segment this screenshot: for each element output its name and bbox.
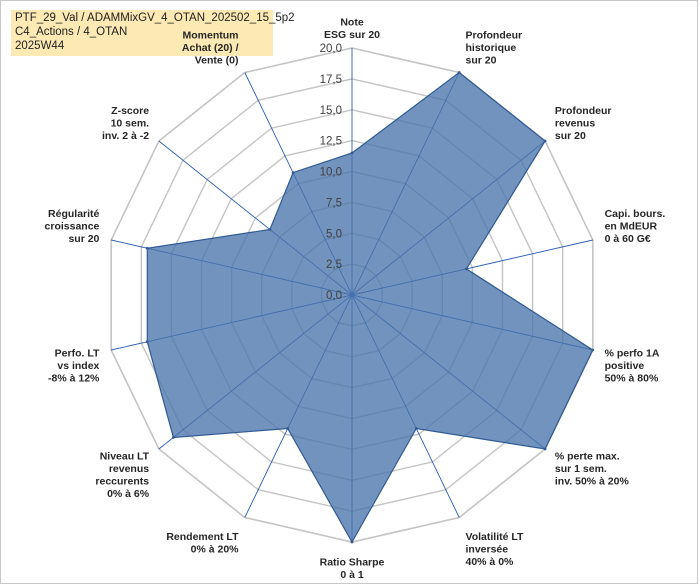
axis-label-line: Profondeur (466, 30, 523, 42)
axis-label-10: Perfo. LT vs index -8% à 12% (48, 348, 100, 385)
axis-label-line: revenus (109, 463, 149, 475)
data-point-3 (465, 267, 468, 271)
axis-label-1: Profondeur historique sur 20 (466, 30, 523, 67)
axis-label-line: 0% à 20% (191, 544, 240, 556)
tick-label-6: 15,0 (320, 105, 342, 117)
axis-label-2: Profondeur revenus sur 20 (555, 105, 612, 142)
axis-label-line: positive (605, 360, 645, 372)
axis-label-line: sur 1 sem. (555, 463, 607, 475)
axis-label-line: 50% à 80% (605, 373, 659, 385)
tick-label-5: 12,5 (320, 136, 342, 148)
portfolio-title: PTF_29_Val / ADAMMixGV_4_OTAN_202502_15_… (15, 12, 295, 24)
data-point-2 (543, 139, 547, 143)
axis-label-line: Profondeur (555, 105, 612, 117)
data-point-9 (172, 436, 175, 439)
tick-label-0: 0,0 (326, 290, 342, 302)
axis-label-line: Perfo. LT (55, 348, 100, 360)
data-point-12 (268, 228, 272, 231)
radial-tick-labels: 0,0 2,5 5,0 7,5 10,0 12,5 15,0 17,5 20,0 (320, 43, 342, 302)
axis-label-line: Momentum (183, 30, 239, 42)
axis-label-line: reccurents (95, 476, 149, 488)
data-point-7 (350, 540, 354, 544)
data-point-4 (591, 348, 595, 352)
tick-label-7: 17,5 (320, 74, 342, 86)
axis-label-line: % perfo 1A (605, 348, 660, 360)
data-point-13 (291, 171, 295, 175)
axis-label-line: Vente (0) (195, 55, 239, 67)
axis-label-line: Rendement LT (166, 531, 239, 543)
axis-label-line: historique (466, 42, 517, 54)
axis-label-line: 0 à 1 (340, 569, 364, 581)
axis-label-line: Z-score (111, 105, 149, 117)
data-point-10 (145, 340, 149, 344)
axis-label-line: revenus (555, 117, 595, 129)
axis-label-6: Volatilité LT inversée 40% à 0% (466, 531, 525, 568)
tick-label-4: 10,0 (320, 167, 342, 179)
axis-label-11: Régularité croissance sur 20 (45, 208, 100, 245)
axis-label-line: Régularité (48, 208, 100, 220)
axis-label-8: Rendement LT 0% à 20% (166, 531, 239, 556)
axis-label-line: Achat (20) / (182, 42, 239, 54)
chart-title-block: PTF_29_Val / ADAMMixGV_4_OTAN_202502_15_… (11, 10, 295, 56)
axis-label-line: sur 20 (555, 130, 586, 142)
axis-label-0: Note ESG sur 20 (324, 17, 380, 42)
axis-label-line: inversée (466, 544, 509, 556)
axis-label-line: 10 sem. (111, 117, 150, 129)
axis-label-line: inv. 2 à -2 (102, 130, 149, 142)
axis-label-line: Niveau LT (100, 451, 150, 463)
axis-label-9: Niveau LT revenus reccurents 0% à 6% (95, 451, 149, 501)
category-title: C4_Actions / 4_OTAN (15, 26, 128, 38)
tick-label-1: 2,5 (326, 259, 342, 271)
axis-label-line: % perte max. (555, 451, 620, 463)
axis-label-line: vs index (57, 360, 99, 372)
axis-label-line: ESG sur 20 (324, 29, 380, 41)
axis-labels: Note ESG sur 20 Profondeur historique sur 20… (45, 17, 666, 582)
axis-label-line: sur 20 (68, 233, 99, 245)
axis-label-3: Capi. bours. en MdEUR 0 à 60 G€ (605, 208, 666, 245)
axis-label-line: Capi. bours. (605, 208, 666, 220)
axis-label-line: 0 à 60 G€ (605, 233, 651, 245)
data-point-0 (350, 151, 354, 155)
radar-series (145, 71, 595, 544)
data-point-11 (145, 246, 149, 250)
tick-label-2: 5,0 (326, 228, 342, 240)
data-point-6 (414, 427, 418, 430)
axis-label-13: Momentum Achat (20) / Vente (0) (182, 30, 239, 67)
axis-label-7: Ratio Sharpe 0 à 1 (320, 557, 385, 582)
tick-label-8: 20,0 (320, 43, 342, 55)
data-point-5 (543, 447, 547, 451)
axis-label-line: en MdEUR (605, 220, 658, 232)
axis-label-line: croissance (45, 220, 100, 232)
axis-label-4: % perfo 1A positive 50% à 80% (605, 348, 660, 385)
tick-label-3: 7,5 (326, 197, 342, 209)
data-point-8 (286, 427, 290, 430)
axis-label-line: sur 20 (466, 55, 497, 67)
data-point-1 (457, 71, 461, 74)
axis-label-line: inv. 50% à 20% (555, 476, 630, 488)
axis-label-line: -8% à 12% (48, 373, 100, 385)
axis-label-line: Volatilité LT (466, 531, 525, 543)
axis-label-line: 0% à 6% (107, 488, 150, 500)
axis-label-12: Z-score 10 sem. inv. 2 à -2 (102, 105, 149, 142)
axis-label-line: Ratio Sharpe (320, 557, 385, 569)
week-title: 2025W44 (15, 40, 65, 52)
axis-label-line: Note (340, 17, 363, 29)
axis-label-5: % perte max. sur 1 sem. inv. 50% à 20% (555, 451, 630, 488)
axis-label-line: 40% à 0% (466, 556, 515, 568)
series-area (146, 71, 594, 544)
